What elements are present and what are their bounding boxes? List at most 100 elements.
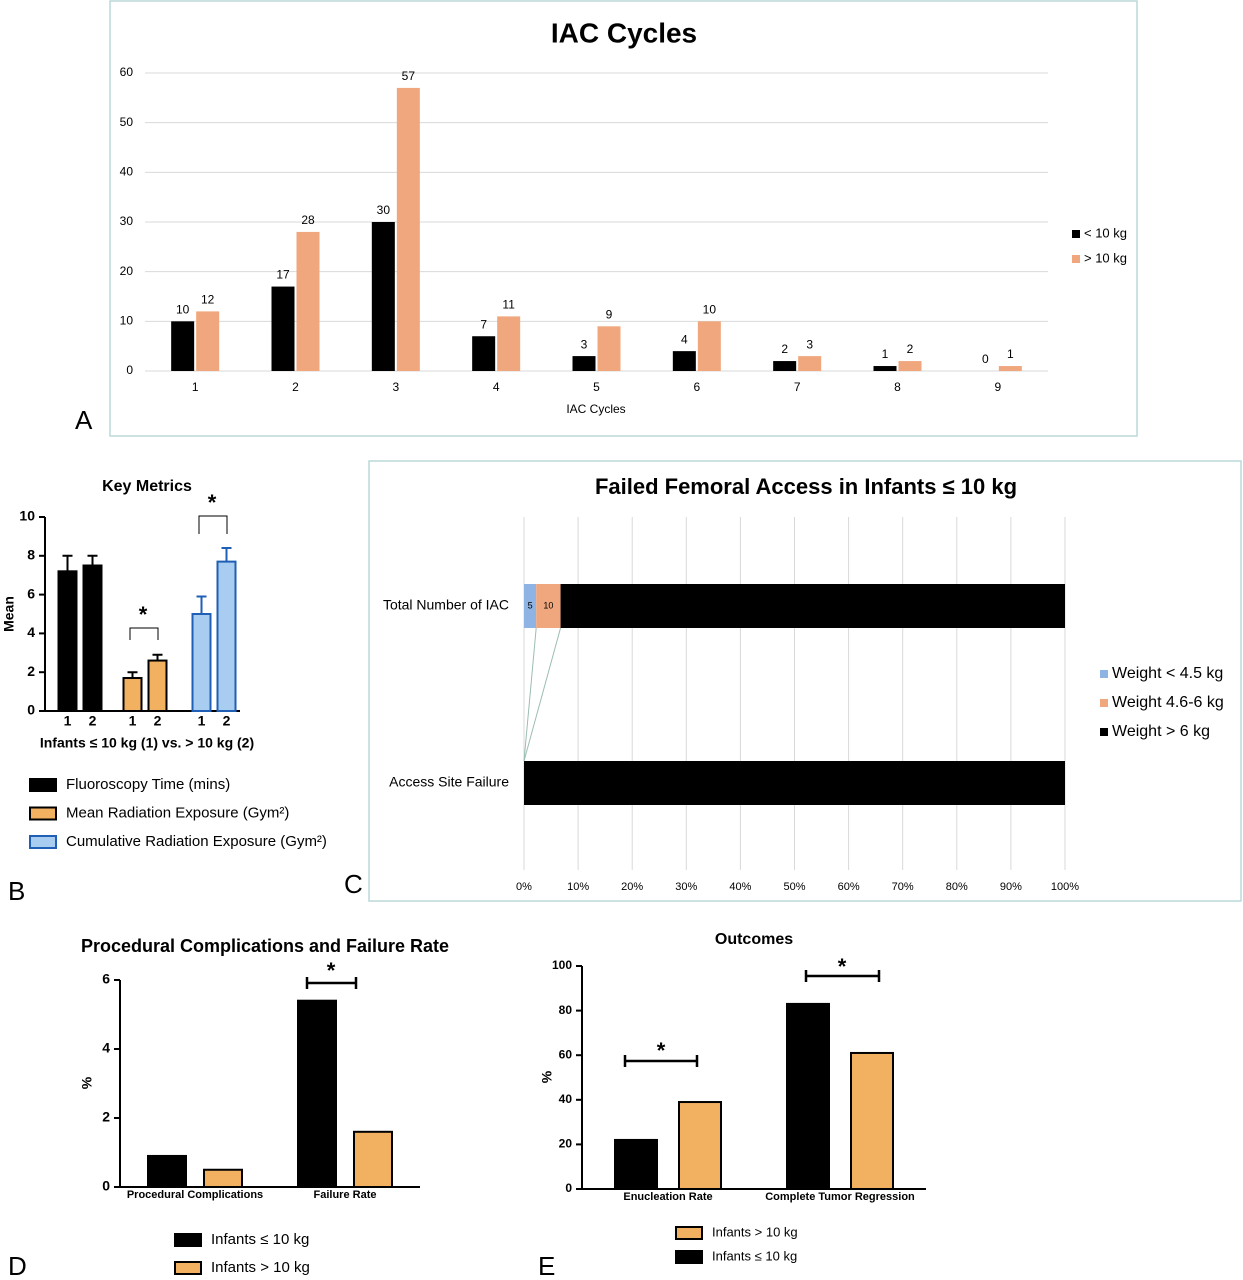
data-label: 1	[1007, 347, 1014, 361]
y-tick-label: 0	[102, 1178, 110, 1194]
bar	[697, 321, 721, 371]
error-bar	[152, 653, 163, 661]
error-bar	[196, 595, 207, 614]
significance-bracket	[129, 627, 159, 640]
y-tick-label: 2	[102, 1109, 110, 1125]
bar-segment	[560, 584, 1065, 628]
x-axis-label: IAC Cycles	[566, 402, 625, 416]
bar	[678, 1101, 722, 1191]
x-tick-label: 3	[392, 380, 399, 394]
x-tick-label: 60%	[838, 881, 860, 893]
x-tick-label: 8	[894, 380, 901, 394]
legend-label: Fluoroscopy Time (mins)	[66, 776, 230, 793]
y-axis-label: %	[539, 1070, 555, 1083]
legend-swatch	[1072, 255, 1080, 263]
data-label: 12	[201, 293, 215, 307]
x-tick-label: 80%	[946, 881, 968, 893]
bar	[572, 356, 596, 371]
legend-label: Cumulative Radiation Exposure (Gym²)	[66, 833, 327, 850]
y-axis-label: %	[79, 1076, 95, 1089]
y-tick-label: 0	[27, 702, 35, 718]
x-tick-label: Complete Tumor Regression	[765, 1191, 915, 1203]
significance-marker: *	[838, 954, 847, 979]
legend-swatch	[29, 778, 57, 792]
y-tick-label: 10	[120, 314, 134, 328]
y-tick-label: Access Site Failure	[389, 774, 509, 790]
bar-segment	[524, 584, 537, 628]
legend-swatch	[29, 835, 57, 849]
significance-marker: *	[139, 602, 148, 627]
x-tick-label: 50%	[783, 881, 805, 893]
x-tick-label: 0%	[516, 881, 532, 893]
data-label: 2	[781, 342, 788, 356]
bar	[203, 1168, 243, 1188]
x-tick-label: 1	[198, 713, 206, 729]
y-tick-label: 0	[126, 363, 133, 377]
legend-swatch	[1100, 728, 1108, 736]
legend-label: > 10 kg	[1084, 250, 1127, 265]
bar	[773, 361, 797, 371]
data-label: 10	[543, 600, 553, 610]
error-bar	[62, 554, 73, 572]
panel-letter: C	[344, 869, 363, 899]
bar	[998, 366, 1022, 371]
significance-marker: *	[657, 1038, 666, 1063]
legend-label: Infants ≤ 10 kg	[712, 1248, 797, 1263]
bar-segment	[536, 584, 561, 628]
y-tick-label: 80	[559, 1003, 573, 1017]
y-tick-label: 0	[565, 1181, 572, 1195]
legend-label: Infants > 10 kg	[211, 1259, 310, 1276]
legend-label: Infants ≤ 10 kg	[211, 1231, 309, 1248]
y-tick-label: 2	[27, 663, 35, 679]
bar-segment	[524, 761, 1065, 805]
data-label: 17	[276, 268, 290, 282]
bar	[147, 1154, 187, 1188]
y-tick-label: 100	[552, 958, 572, 972]
significance-marker: *	[208, 490, 217, 515]
legend-swatch	[1100, 670, 1108, 678]
y-tick-label: 20	[120, 264, 134, 278]
chart-title: IAC Cycles	[551, 17, 697, 48]
x-tick-label: Procedural Complications	[127, 1189, 263, 1201]
y-tick-label: 30	[120, 214, 134, 228]
y-tick-label: 20	[559, 1137, 573, 1151]
y-tick-label: 4	[27, 624, 35, 640]
bar	[798, 356, 822, 371]
data-label: 6	[792, 777, 797, 787]
bar	[873, 366, 897, 371]
x-tick-label: 100%	[1051, 881, 1079, 893]
data-label: 9	[606, 307, 613, 321]
significance-marker: *	[327, 958, 336, 983]
data-label: 1	[882, 347, 889, 361]
bar	[371, 222, 395, 371]
x-tick-label: 9	[994, 380, 1001, 394]
x-tick-label: 2	[89, 713, 97, 729]
data-label: 28	[301, 213, 315, 227]
bar	[472, 336, 496, 371]
bar	[147, 659, 168, 712]
y-axis-label: Mean	[1, 596, 17, 632]
bar	[171, 321, 195, 371]
bar	[296, 231, 320, 371]
x-tick-label: 6	[693, 380, 700, 394]
y-tick-label: 60	[120, 65, 134, 79]
legend-label: Weight 4.6-6 kg	[1112, 694, 1224, 711]
data-label: 5	[528, 600, 533, 610]
data-label: 4	[681, 332, 688, 346]
bar	[57, 570, 78, 712]
x-tick-label: 2	[292, 380, 299, 394]
significance-bracket	[198, 515, 228, 534]
error-bar	[87, 554, 98, 566]
x-tick-label: Enucleation Rate	[623, 1191, 712, 1203]
x-axis-label: Infants ≤ 10 kg (1) vs. > 10 kg (2)	[40, 735, 254, 751]
y-tick-label: 4	[102, 1040, 110, 1056]
bar	[614, 1138, 658, 1190]
x-tick-label: 1	[129, 713, 137, 729]
y-tick-label: 6	[102, 971, 110, 987]
bar	[191, 613, 212, 712]
y-tick-label: 60	[559, 1047, 573, 1061]
x-tick-label: 30%	[675, 881, 697, 893]
chart-title: Key Metrics	[102, 478, 192, 495]
bar	[196, 311, 220, 371]
